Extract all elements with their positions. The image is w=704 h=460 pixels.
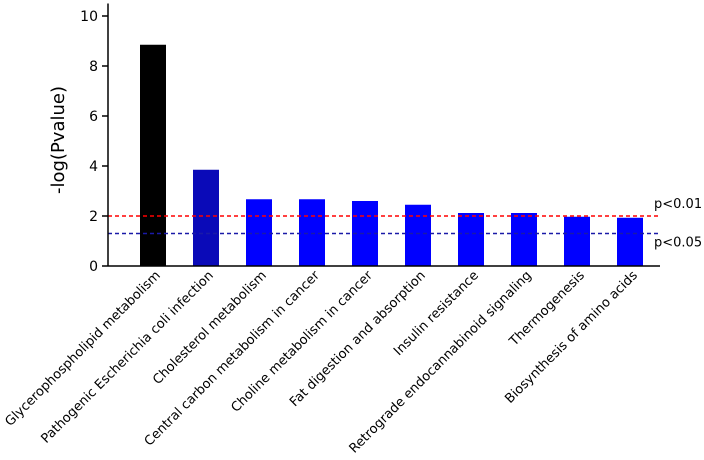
bar bbox=[299, 199, 325, 266]
bar bbox=[405, 204, 431, 266]
bar bbox=[246, 199, 272, 266]
threshold-label: p<0.05 bbox=[654, 236, 702, 251]
bar bbox=[193, 169, 219, 266]
threshold-lines: p<0.01 p<0.05 bbox=[108, 197, 702, 251]
bar bbox=[617, 217, 643, 266]
y-tick-label: 0 bbox=[89, 259, 98, 275]
category-labels: Glycerophospholipid metabolismPathogenic… bbox=[2, 268, 641, 457]
bar bbox=[140, 44, 166, 266]
y-axis-ticks: 0 2 4 6 8 10 bbox=[80, 9, 108, 275]
y-tick-label: 8 bbox=[89, 59, 98, 75]
category-label: Retrograde endocannabinoid signaling bbox=[347, 268, 535, 456]
y-tick-label: 6 bbox=[89, 109, 98, 125]
y-tick-label: 10 bbox=[80, 9, 98, 25]
bar bbox=[458, 213, 484, 266]
bar bbox=[511, 213, 537, 266]
bars bbox=[140, 44, 643, 266]
threshold-label: p<0.01 bbox=[654, 197, 702, 212]
y-tick-label: 2 bbox=[89, 209, 98, 225]
bar bbox=[564, 216, 590, 266]
y-tick-label: 4 bbox=[89, 159, 98, 175]
y-axis-title: -log(Pvalue) bbox=[48, 86, 69, 194]
